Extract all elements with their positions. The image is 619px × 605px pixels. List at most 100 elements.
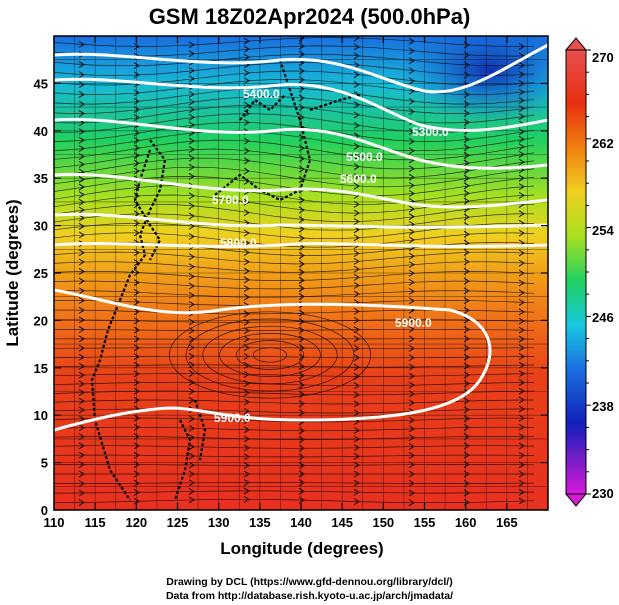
- flow-arrow: [463, 371, 470, 379]
- flow-arrow: [243, 389, 250, 397]
- flow-arrow: [133, 298, 140, 306]
- y-tick-label: 40: [34, 124, 48, 139]
- streamline: [54, 290, 535, 298]
- flow-arrow: [298, 50, 305, 58]
- flow-arrow: [408, 499, 415, 506]
- streamline: [54, 185, 535, 205]
- streamline: [54, 347, 535, 349]
- flow-arrow: [353, 182, 360, 190]
- streamline: [54, 464, 535, 466]
- colorbar-top-arrow: [564, 37, 588, 51]
- flow-arrow: [298, 252, 305, 259]
- flow-arrow: [408, 381, 415, 389]
- streamline: [54, 194, 535, 214]
- flow-arrow: [78, 110, 85, 117]
- contour-label: 5900.0: [214, 411, 251, 425]
- flow-arrow: [298, 144, 305, 152]
- flow-arrow: [518, 71, 525, 78]
- flow-arrow: [243, 229, 250, 237]
- flow-arrow: [463, 397, 470, 405]
- flow-arrow: [188, 41, 195, 49]
- flow-arrow: [133, 114, 140, 121]
- colorbar-label: 246: [592, 310, 614, 325]
- flow-arrow: [243, 101, 250, 109]
- flow-arrow: [353, 101, 360, 109]
- flow-arrow: [463, 189, 470, 197]
- flow-arrow: [463, 71, 470, 79]
- flow-arrow: [188, 263, 195, 271]
- flow-arrow: [463, 489, 470, 497]
- flow-arrow: [133, 414, 140, 422]
- flow-arrow: [463, 197, 470, 205]
- flow-arrow: [408, 480, 415, 487]
- flow-arrow: [518, 479, 525, 487]
- flow-arrow: [298, 85, 305, 93]
- flow-arrow: [353, 173, 360, 180]
- flow-arrow: [518, 488, 525, 496]
- flow-arrow: [463, 406, 470, 414]
- flow-arrow: [463, 335, 470, 343]
- flow-arrow: [518, 423, 525, 431]
- flow-arrow: [133, 396, 140, 404]
- flow-arrow: [188, 282, 195, 290]
- flow-arrow: [78, 406, 85, 414]
- flow-arrow: [133, 106, 140, 113]
- flow-arrow: [298, 400, 305, 407]
- flow-arrow: [298, 113, 305, 121]
- streamline: [54, 426, 535, 432]
- flow-arrow: [188, 222, 195, 230]
- y-tick-label: 20: [34, 313, 48, 328]
- flow-arrow: [518, 317, 525, 325]
- flow-arrow: [78, 277, 85, 285]
- flow-arrow: [188, 50, 195, 58]
- flow-arrow: [243, 361, 250, 369]
- flow-arrow: [78, 198, 85, 206]
- x-tick-label: 125: [167, 515, 189, 530]
- flow-arrow: [78, 71, 85, 78]
- flow-arrow: [133, 167, 140, 175]
- flow-arrow: [353, 71, 360, 79]
- flow-arrow: [78, 306, 85, 314]
- flow-arrow: [78, 371, 85, 379]
- contour-label: 5300.0: [412, 125, 449, 139]
- flow-arrow: [298, 372, 305, 380]
- flow-arrow: [408, 269, 415, 277]
- flow-arrow: [298, 42, 305, 50]
- flow-arrow: [463, 258, 470, 266]
- flow-arrow: [463, 316, 470, 324]
- flow-arrow: [408, 147, 415, 155]
- flow-arrow: [298, 104, 305, 111]
- flow-arrow: [298, 165, 305, 173]
- flow-arrow: [78, 191, 85, 198]
- x-tick-label: 160: [455, 515, 477, 530]
- colorbar-label: 270: [592, 50, 614, 65]
- flow-arrow: [133, 497, 140, 505]
- flow-arrow: [298, 470, 305, 478]
- flow-arrow: [298, 268, 305, 276]
- flow-arrow: [243, 444, 250, 452]
- flow-arrow: [133, 326, 140, 334]
- flow-arrow: [298, 436, 305, 443]
- flow-arrow: [353, 373, 360, 380]
- flow-arrow: [518, 88, 525, 96]
- flow-arrow: [353, 122, 360, 129]
- flow-arrow: [78, 461, 85, 468]
- flow-arrow: [518, 183, 525, 191]
- flow-arrow: [353, 273, 360, 281]
- flow-arrow: [463, 326, 470, 333]
- flow-arrow: [518, 461, 525, 469]
- flow-arrow: [298, 309, 305, 317]
- flow-arrow: [298, 76, 305, 84]
- flow-arrow: [78, 258, 85, 266]
- flow-arrow: [408, 37, 415, 45]
- streamline: [54, 482, 535, 484]
- flow-arrow: [243, 137, 250, 145]
- flow-arrow: [353, 382, 360, 390]
- flow-arrow: [188, 163, 195, 171]
- flow-arrow: [353, 498, 360, 505]
- flow-arrow: [408, 108, 415, 116]
- flow-arrow: [78, 442, 85, 450]
- streamline: [54, 37, 535, 47]
- flow-arrow: [243, 344, 250, 352]
- x-tick-label: 155: [414, 515, 436, 530]
